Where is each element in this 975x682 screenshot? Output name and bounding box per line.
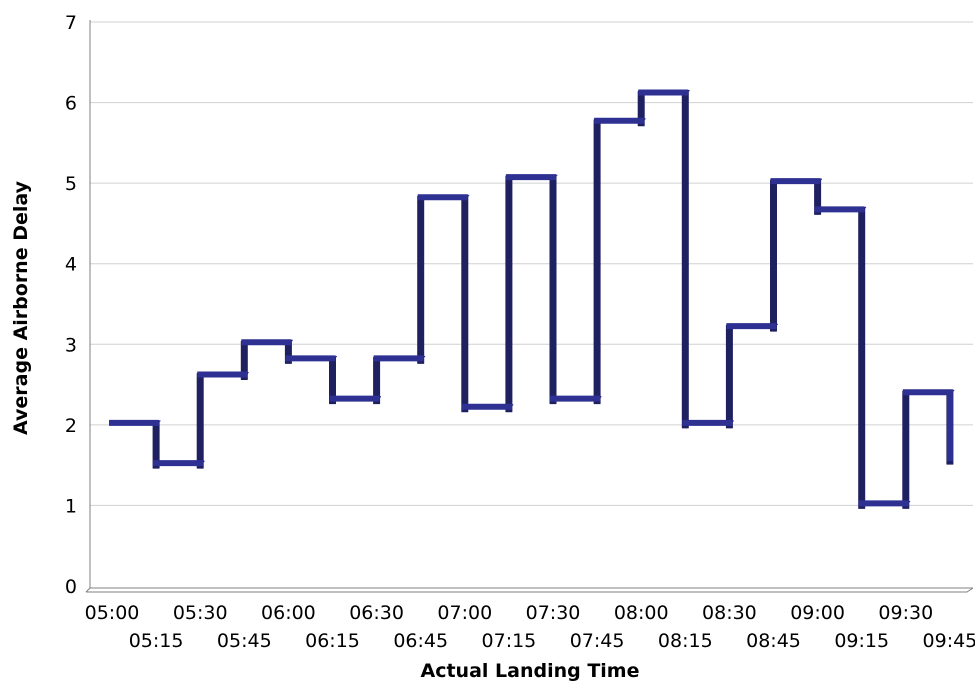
step-vertical-9 <box>549 175 557 405</box>
y-axis-line <box>85 20 91 593</box>
x-tick-label: 08:45 <box>746 630 801 652</box>
y-tick-label: 7 <box>65 12 77 34</box>
y-tick-label: 0 <box>65 576 77 598</box>
x-tick-label: 05:00 <box>85 602 140 624</box>
x-tick-label: 06:30 <box>349 602 404 624</box>
x-tick-label: 07:45 <box>570 630 625 652</box>
step-vertical-13 <box>725 324 733 429</box>
y-tick-label: 2 <box>65 415 77 437</box>
step-vertical-6 <box>417 195 425 364</box>
x-tick-label: 06:45 <box>393 630 448 652</box>
y-tick-label: 4 <box>65 254 77 276</box>
y-tick-label: 6 <box>65 93 77 115</box>
x-tick-label: 08:30 <box>702 602 757 624</box>
x-tick-label: 09:30 <box>878 602 933 624</box>
x-tick-label: 06:15 <box>305 630 360 652</box>
x-tick-label: 07:15 <box>482 630 537 652</box>
tick-labels: 0 1 2 3 4 5 6 7 05:00 05:30 06:00 06:30 07:00 07:30 08… <box>65 12 975 652</box>
step-vertical-14 <box>770 179 777 332</box>
y-tick-label: 1 <box>65 495 77 517</box>
step-vertical-10 <box>593 119 601 405</box>
x-tick-label: 09:45 <box>923 630 975 652</box>
y-axis-title: Average Airborne Delay <box>10 180 32 435</box>
x-tick-label: 09:00 <box>790 602 845 624</box>
y-tick-label: 5 <box>65 173 77 195</box>
x-axis-title: Actual Landing Time <box>421 660 640 682</box>
step-vertical-16 <box>858 207 866 509</box>
x-tick-label: 05:45 <box>217 630 272 652</box>
x-tick-label: 07:30 <box>526 602 581 624</box>
axes <box>85 20 974 593</box>
gridlines <box>90 21 973 506</box>
step-vertical-1 <box>196 373 204 469</box>
x-tick-label: 05:15 <box>129 630 184 652</box>
series-line <box>109 89 955 509</box>
step-vertical-7 <box>461 195 469 413</box>
y-tick-label: 3 <box>65 334 77 356</box>
x-axis-floor <box>86 587 974 593</box>
x-tick-label: 05:30 <box>173 602 228 624</box>
x-tick-label: 07:00 <box>437 602 492 624</box>
step-vertical-17 <box>902 390 910 509</box>
step-vertical-8 <box>505 175 513 413</box>
x-tick-label: 09:15 <box>834 630 889 652</box>
x-tick-label: 08:15 <box>658 630 713 652</box>
step-vertical-12 <box>681 91 689 429</box>
x-tick-label: 06:00 <box>261 602 316 624</box>
x-tick-label: 08:00 <box>614 602 669 624</box>
